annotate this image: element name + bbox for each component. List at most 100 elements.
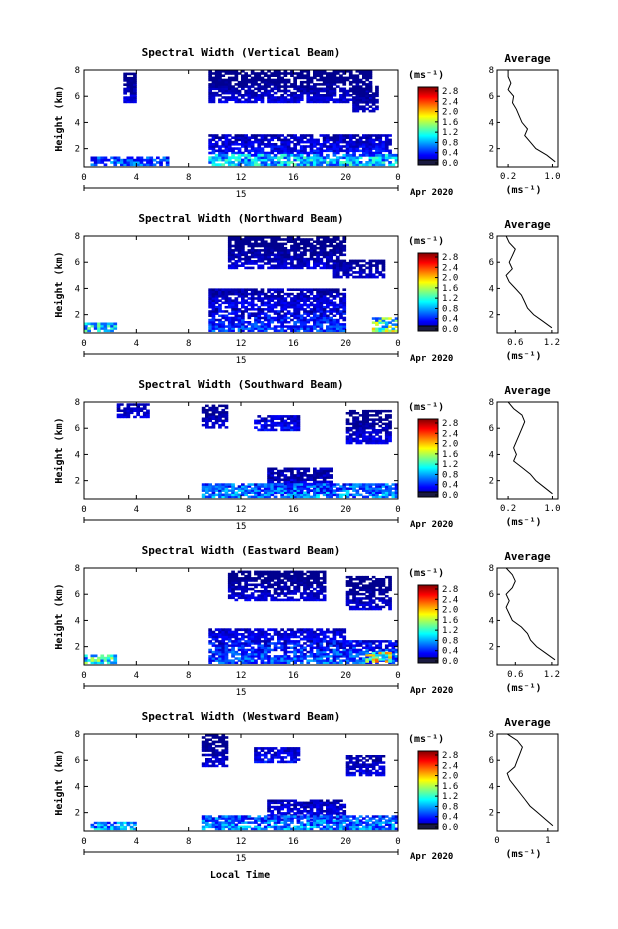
heatmap-cell — [247, 661, 252, 664]
heatmap-cell — [129, 79, 134, 82]
heatmap-cell — [348, 145, 353, 148]
heatmap-cell — [270, 318, 275, 322]
heatmap-cell — [316, 89, 320, 93]
heatmap-cell — [286, 145, 291, 148]
heatmap-cell — [244, 301, 248, 305]
heatmap-cell — [231, 301, 235, 305]
heatmap-cell — [303, 87, 307, 91]
heatmap-cell — [234, 76, 239, 80]
heatmap-cell — [133, 72, 137, 76]
heatmap-cell — [293, 85, 297, 88]
heatmap-cell — [283, 312, 288, 315]
heatmap-cell — [221, 290, 226, 294]
heatmap-cell — [342, 100, 347, 104]
heatmap-cell — [270, 238, 275, 241]
heatmap-cell — [375, 321, 379, 324]
heatmap-cell — [139, 158, 144, 162]
heatmap-cell — [237, 242, 242, 246]
heatmap-cell — [277, 149, 281, 153]
heatmap-cell — [378, 138, 383, 142]
heatmap-cell — [247, 495, 252, 499]
heatmap-cell — [257, 325, 262, 328]
heatmap-cell — [227, 483, 232, 486]
heatmap-cell — [205, 404, 209, 408]
heatmap-cell — [218, 648, 222, 652]
heatmap-cell — [303, 240, 307, 243]
average-y-tick-label: 6 — [489, 258, 494, 268]
heatmap-cell — [283, 143, 288, 146]
heatmap-cell — [273, 592, 278, 595]
heatmap-cell — [133, 409, 137, 412]
heatmap-cell — [286, 495, 291, 499]
heatmap-cell — [244, 94, 248, 97]
heatmap-cell — [296, 301, 301, 305]
heatmap-cell — [296, 491, 301, 494]
heatmap-cell — [342, 153, 347, 157]
heatmap-cell — [290, 255, 294, 259]
heatmap-cell — [286, 661, 291, 664]
heatmap-cell — [211, 635, 216, 639]
heatmap-cell — [280, 305, 284, 309]
heatmap-cell — [208, 321, 212, 324]
heatmap-cell — [227, 323, 232, 326]
heatmap-cell — [319, 581, 324, 584]
heatmap-cell — [214, 318, 219, 322]
heatmap-cell — [254, 655, 258, 658]
heatmap-cell — [365, 138, 369, 142]
heatmap-cell — [335, 136, 340, 139]
heatmap-cell — [263, 585, 268, 589]
heatmap-cell — [319, 288, 324, 291]
heatmap-cell — [267, 78, 271, 82]
heatmap-cell — [332, 153, 337, 157]
heatmap-cell — [355, 485, 360, 488]
heatmap-cell — [283, 633, 288, 636]
heatmap-cell — [371, 584, 376, 587]
heatmap-cell — [322, 295, 327, 298]
heatmap-cell — [335, 262, 340, 265]
heatmap-cell — [283, 635, 288, 639]
heatmap-cell — [319, 659, 324, 662]
heatmap-cell — [270, 648, 275, 652]
heatmap-cell — [218, 321, 222, 324]
heatmap-cell — [293, 493, 297, 497]
heatmap-cell — [270, 491, 275, 494]
heatmap-cell — [313, 94, 317, 97]
heatmap-cell — [371, 414, 376, 417]
heatmap-cell — [326, 642, 330, 645]
heatmap-cell — [352, 85, 356, 89]
heatmap-cell — [139, 161, 144, 164]
heatmap-cell — [126, 89, 131, 93]
heatmap-cell — [339, 80, 343, 84]
heatmap-cell — [277, 594, 281, 597]
heatmap-cell — [352, 597, 356, 600]
heatmap-cell — [241, 329, 245, 332]
heatmap-cell — [224, 483, 229, 486]
heatmap-cell — [254, 648, 258, 652]
heatmap-cell — [375, 161, 379, 164]
heatmap-cell — [257, 138, 262, 142]
heatmap-cell — [394, 659, 399, 662]
heatmap-cell — [371, 275, 376, 279]
heatmap-cell — [211, 94, 216, 97]
heatmap-cell — [270, 419, 275, 423]
heatmap-cell — [303, 85, 307, 88]
heatmap-cell — [270, 585, 275, 589]
heatmap-cell — [241, 327, 245, 330]
heatmap-cell — [306, 487, 311, 490]
heatmap-cell — [214, 648, 219, 652]
heatmap-cell — [244, 91, 248, 95]
heatmap-cell — [208, 295, 212, 298]
heatmap-cell — [218, 635, 222, 639]
heatmap-cell — [241, 244, 245, 248]
heatmap-cell — [247, 635, 252, 639]
heatmap-cell — [306, 476, 311, 479]
heatmap-cell — [388, 485, 392, 488]
heatmap-cell — [368, 80, 373, 84]
heatmap-cell — [250, 308, 255, 311]
heatmap-cell — [237, 240, 242, 243]
heatmap-cell — [267, 145, 271, 148]
heatmap-cell — [290, 467, 294, 471]
heatmap-cell — [342, 266, 347, 270]
heatmap-cell — [293, 653, 297, 656]
heatmap-cell — [345, 657, 350, 660]
